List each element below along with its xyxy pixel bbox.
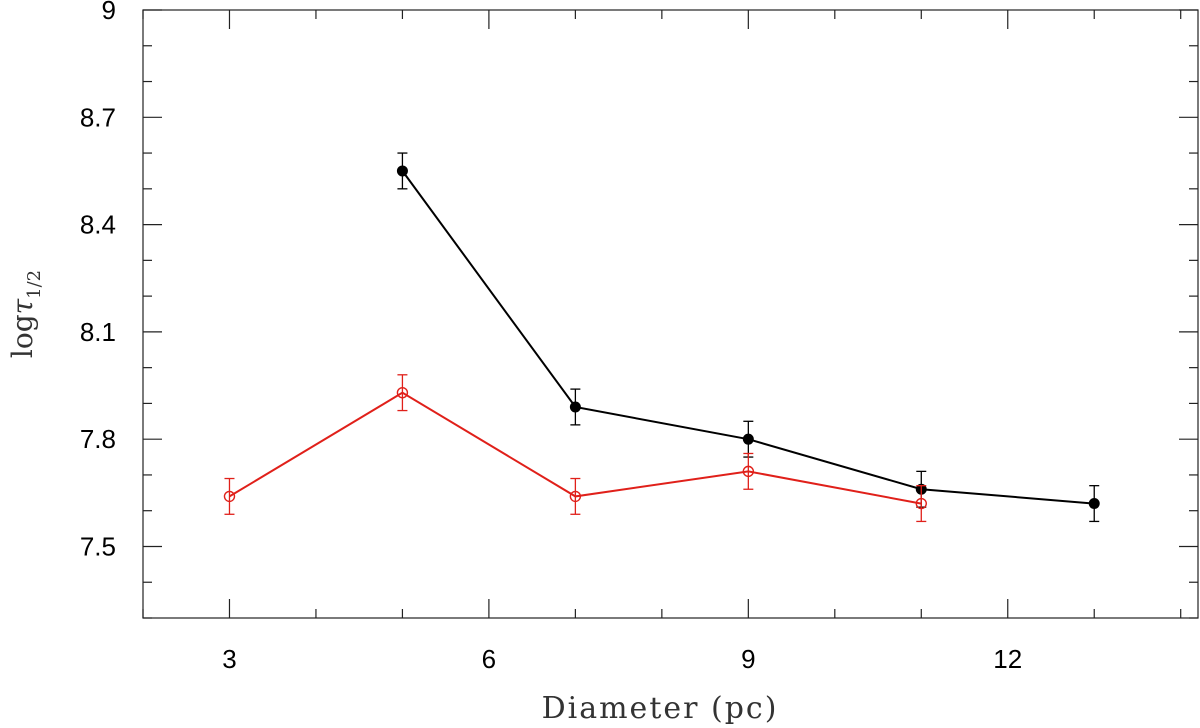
y-tick-label: 9 [102,0,116,25]
y-tick-label: 8.4 [80,210,116,240]
data-point [742,465,755,478]
x-tick-label: 12 [993,644,1022,674]
series-layer [223,152,1100,523]
y-tick-labels: 7.5 7.8 8.1 8.4 8.7 9 [80,0,116,561]
data-point [1088,498,1100,510]
data-point [915,497,927,510]
x-tick-label: 3 [222,644,236,674]
x-tick-label: 9 [741,644,755,674]
y-axis-label-symbol: τ [6,298,39,314]
y-tick-label: 7.5 [80,531,116,561]
y-axis-label-log: log [6,314,39,358]
data-point [396,165,408,177]
x-axis-label: Diameter (pc) [542,691,779,726]
plot-frame [142,9,1199,619]
series-2 [223,374,927,523]
y-axis-label-subscript: 1/2 [24,270,45,299]
y-tick-label: 8.7 [80,102,116,132]
data-point [569,401,581,413]
x-tick-labels: 3 6 9 12 [222,644,1022,674]
data-point [569,490,582,503]
x-tick-label: 6 [482,644,496,674]
axis-ticks [142,9,1198,619]
data-point [223,490,236,503]
y-tick-label: 8.1 [80,317,116,347]
y-axis-label: logτ1/2 [6,270,45,358]
data-point [742,433,754,445]
data-point [396,386,409,399]
y-tick-label: 7.8 [80,424,116,454]
